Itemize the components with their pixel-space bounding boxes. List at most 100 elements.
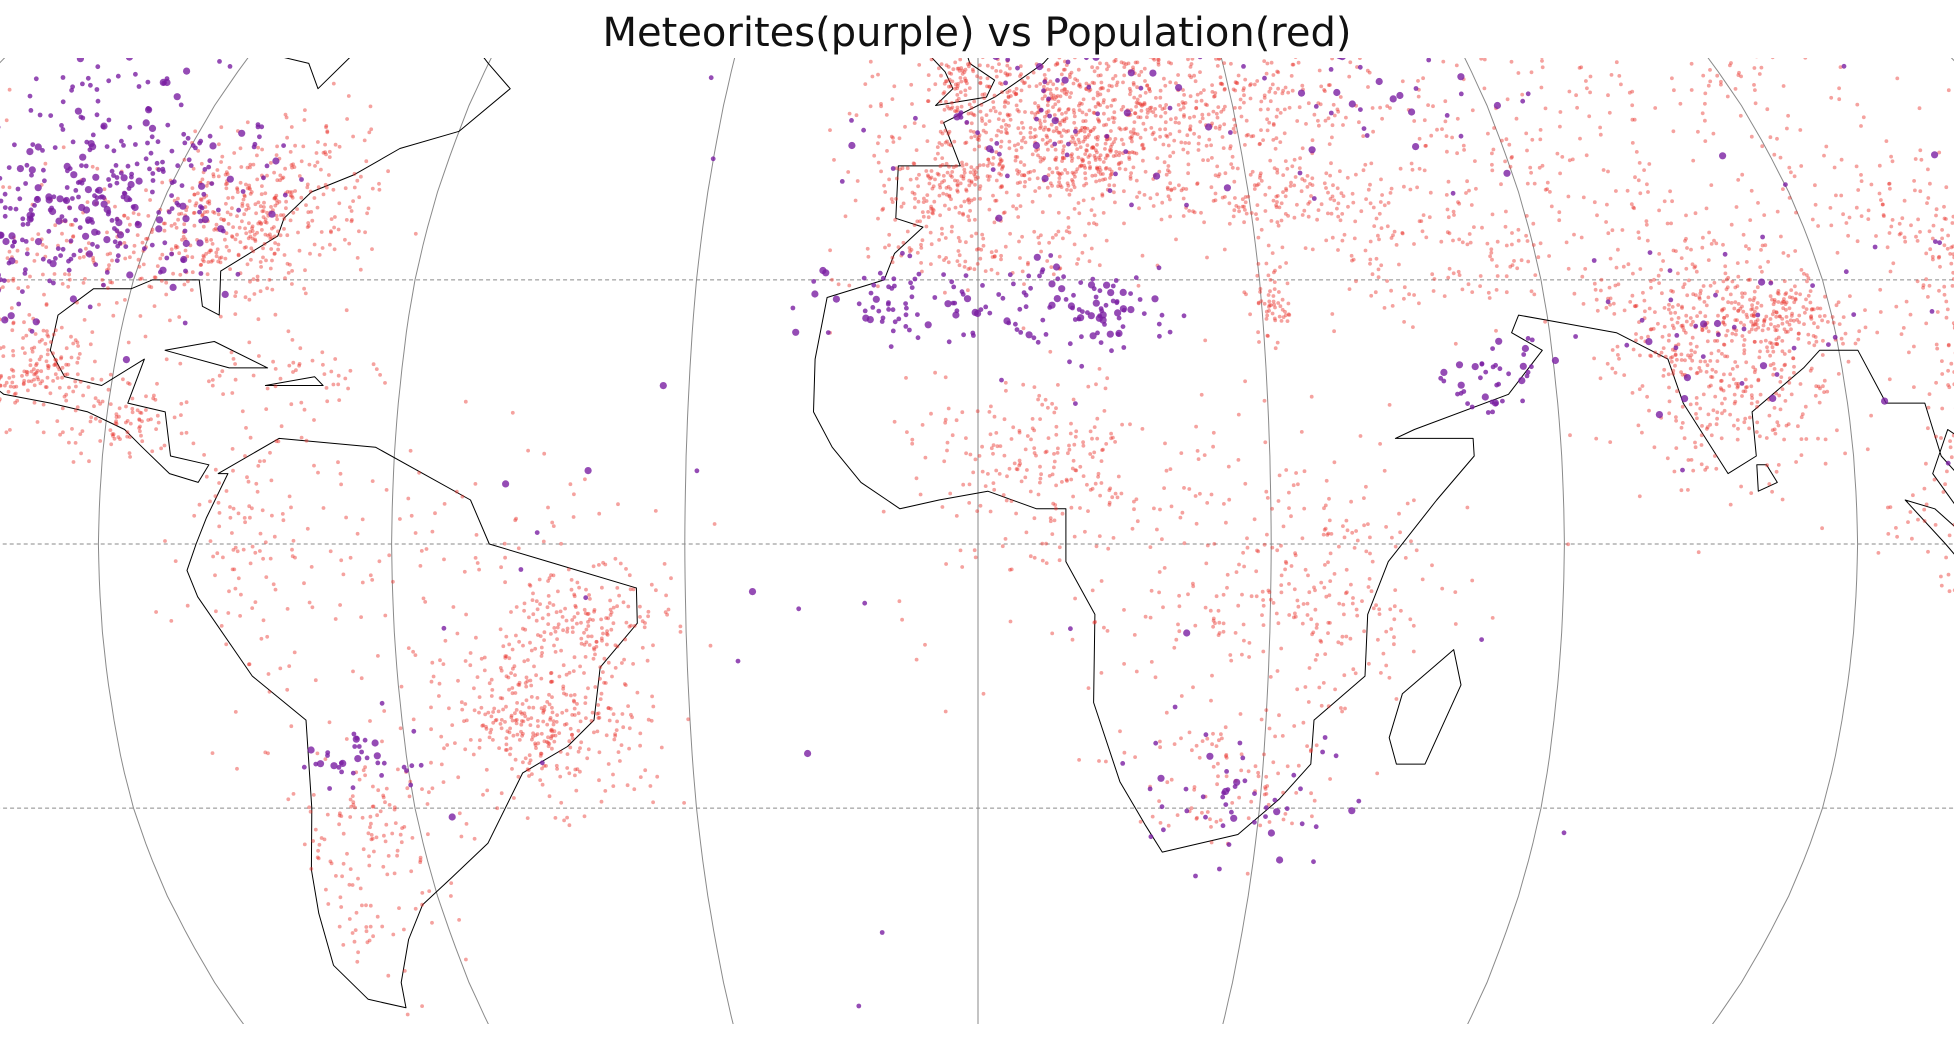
population-point bbox=[1130, 137, 1134, 141]
population-point bbox=[1233, 130, 1237, 134]
population-point bbox=[1754, 320, 1758, 324]
population-point bbox=[977, 138, 981, 142]
population-point bbox=[1706, 339, 1710, 343]
population-point bbox=[411, 836, 415, 840]
population-point bbox=[243, 195, 247, 199]
population-point bbox=[540, 654, 544, 658]
population-point bbox=[1293, 158, 1297, 162]
population-point bbox=[1300, 177, 1304, 181]
population-point bbox=[282, 217, 286, 221]
population-point bbox=[570, 588, 574, 592]
population-point bbox=[238, 226, 242, 230]
population-point bbox=[250, 606, 254, 610]
population-point bbox=[211, 242, 215, 246]
population-point bbox=[1006, 90, 1010, 94]
population-point bbox=[546, 579, 550, 583]
population-point bbox=[244, 426, 248, 430]
population-point bbox=[1058, 56, 1062, 60]
population-point bbox=[241, 202, 245, 206]
population-point bbox=[1714, 467, 1718, 471]
population-point bbox=[533, 647, 537, 651]
population-point bbox=[972, 168, 976, 172]
population-point bbox=[11, 349, 15, 353]
population-point bbox=[534, 743, 538, 747]
population-point bbox=[585, 640, 589, 644]
population-point bbox=[1304, 122, 1308, 126]
population-point bbox=[0, 375, 3, 379]
population-point bbox=[950, 230, 954, 234]
population-point bbox=[1723, 343, 1727, 347]
population-point bbox=[619, 562, 623, 566]
population-point bbox=[484, 725, 488, 729]
population-point bbox=[234, 378, 238, 382]
population-point bbox=[1103, 177, 1107, 181]
population-point bbox=[45, 359, 49, 363]
population-point bbox=[522, 609, 526, 613]
population-point bbox=[228, 267, 232, 271]
population-point bbox=[615, 586, 619, 590]
population-point bbox=[1788, 376, 1792, 380]
population-point bbox=[154, 398, 158, 402]
population-point bbox=[359, 268, 363, 272]
population-point bbox=[1886, 245, 1890, 249]
population-point bbox=[1685, 293, 1689, 297]
population-point bbox=[1765, 436, 1769, 440]
population-point bbox=[1751, 307, 1755, 311]
population-point bbox=[1167, 61, 1171, 65]
population-point bbox=[1759, 340, 1763, 344]
population-point bbox=[591, 711, 595, 715]
population-point bbox=[1743, 417, 1747, 421]
population-point bbox=[1260, 179, 1264, 183]
population-point bbox=[854, 199, 858, 203]
population-point bbox=[362, 847, 366, 851]
population-point bbox=[609, 707, 613, 711]
population-point bbox=[612, 712, 616, 716]
population-point bbox=[1065, 130, 1069, 134]
population-point bbox=[71, 390, 75, 394]
population-point bbox=[958, 239, 962, 243]
population-point bbox=[149, 417, 153, 421]
population-point bbox=[1938, 265, 1942, 269]
population-point bbox=[1741, 310, 1745, 314]
population-point bbox=[1301, 146, 1305, 150]
population-point bbox=[514, 634, 518, 638]
population-point bbox=[503, 720, 507, 724]
population-point bbox=[243, 227, 247, 231]
population-point bbox=[1777, 463, 1781, 467]
population-point bbox=[1788, 306, 1792, 310]
population-point bbox=[1737, 302, 1741, 306]
population-point bbox=[208, 500, 212, 504]
population-point bbox=[127, 341, 131, 345]
population-point bbox=[268, 451, 272, 455]
population-point bbox=[1753, 368, 1757, 372]
population-point bbox=[196, 149, 200, 153]
population-point bbox=[615, 604, 619, 608]
population-point bbox=[1690, 353, 1694, 357]
population-point bbox=[491, 721, 495, 725]
population-point bbox=[1149, 196, 1153, 200]
population-point bbox=[1063, 87, 1067, 91]
population-point bbox=[511, 411, 515, 415]
population-point bbox=[1809, 289, 1813, 293]
population-point bbox=[1793, 284, 1797, 288]
population-point bbox=[1355, 65, 1359, 69]
population-point bbox=[1821, 353, 1825, 357]
population-point bbox=[1669, 289, 1673, 293]
population-point bbox=[259, 222, 263, 226]
population-point bbox=[342, 832, 346, 836]
population-point bbox=[384, 823, 388, 827]
population-point bbox=[1926, 168, 1930, 172]
population-point bbox=[597, 563, 601, 567]
population-point bbox=[364, 159, 368, 163]
population-point bbox=[278, 667, 282, 671]
population-point bbox=[328, 155, 332, 159]
population-point bbox=[597, 512, 601, 516]
population-point bbox=[1726, 300, 1730, 304]
population-point bbox=[45, 302, 49, 306]
population-point bbox=[128, 455, 132, 459]
population-point bbox=[994, 69, 998, 73]
population-point bbox=[1243, 208, 1247, 212]
population-point bbox=[1112, 120, 1116, 124]
population-point bbox=[507, 656, 511, 660]
population-point bbox=[545, 700, 549, 704]
